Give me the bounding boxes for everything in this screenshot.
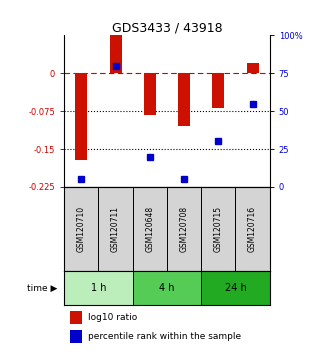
Text: percentile rank within the sample: percentile rank within the sample: [88, 332, 241, 341]
Bar: [109, 35, 122, 73]
Text: 4 h: 4 h: [159, 283, 175, 293]
Title: GDS3433 / 43918: GDS3433 / 43918: [112, 21, 222, 34]
Bar: [70, 311, 82, 324]
Bar: [212, 73, 224, 108]
Text: 1 h: 1 h: [91, 283, 106, 293]
Text: time ▶: time ▶: [27, 284, 58, 292]
Bar: [247, 63, 258, 73]
Bar: [64, 187, 99, 271]
Bar: [64, 271, 133, 305]
Text: log10 ratio: log10 ratio: [88, 313, 137, 322]
Text: GSM120648: GSM120648: [145, 206, 154, 252]
Bar: [70, 330, 82, 343]
Bar: [133, 187, 167, 271]
Bar: [201, 271, 270, 305]
Text: GSM120715: GSM120715: [214, 206, 223, 252]
Bar: [201, 187, 235, 271]
Bar: [144, 73, 156, 115]
Text: 24 h: 24 h: [224, 283, 246, 293]
Bar: [99, 187, 133, 271]
Bar: [167, 187, 201, 271]
Bar: [235, 187, 270, 271]
Bar: [178, 73, 190, 126]
Text: GSM120708: GSM120708: [179, 206, 188, 252]
Text: GSM120716: GSM120716: [248, 206, 257, 252]
Bar: [75, 73, 87, 160]
Bar: [133, 271, 201, 305]
Text: GSM120711: GSM120711: [111, 206, 120, 252]
Text: GSM120710: GSM120710: [77, 206, 86, 252]
